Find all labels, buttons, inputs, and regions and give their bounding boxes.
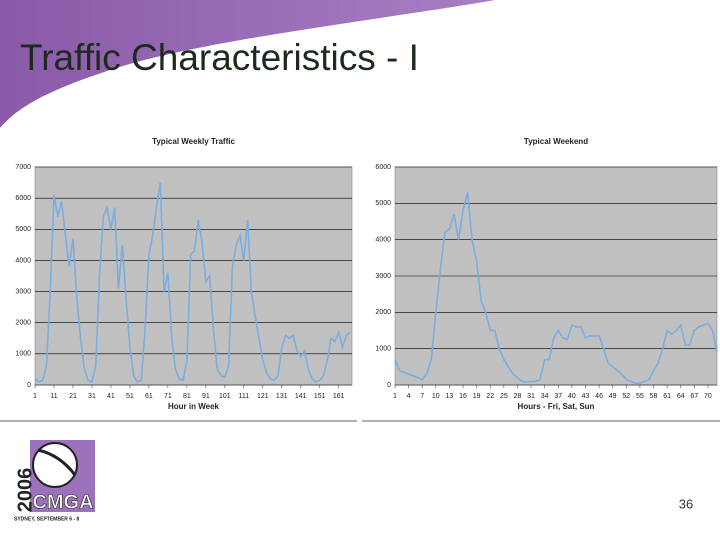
x-tick-label: 131 xyxy=(276,393,288,400)
x-tick-label: 55 xyxy=(636,393,644,400)
y-tick-label: 3000 xyxy=(375,273,391,280)
x-tick-label: 58 xyxy=(650,393,658,400)
logo-tagline: SYDNEY, SEPTEMBER 6 - 8 xyxy=(14,516,80,522)
y-tick-label: 5000 xyxy=(375,200,391,207)
y-tick-label: 3000 xyxy=(15,288,31,295)
page-number: 36 xyxy=(679,496,693,511)
logo-name: CMGA xyxy=(32,491,93,513)
x-tick-label: 121 xyxy=(257,393,269,400)
y-tick-label: 2000 xyxy=(375,309,391,316)
y-tick-label: 7000 xyxy=(15,164,31,171)
x-tick-label: 151 xyxy=(314,393,326,400)
x-tick-label: 22 xyxy=(486,393,494,400)
x-tick-label: 19 xyxy=(473,393,481,400)
x-tick-label: 7 xyxy=(420,393,424,400)
x-tick-label: 49 xyxy=(609,393,617,400)
x-tick-label: 67 xyxy=(690,393,698,400)
x-tick-label: 111 xyxy=(238,393,249,400)
swoosh xyxy=(0,0,495,128)
x-tick-label: 61 xyxy=(145,393,153,400)
x-tick-label: 1 xyxy=(33,393,37,400)
data-line xyxy=(34,182,351,384)
logo-year: 2006 xyxy=(14,468,36,513)
x-tick-label: 25 xyxy=(500,393,508,400)
y-tick-label: 5000 xyxy=(15,226,31,233)
logo-circle xyxy=(32,442,78,488)
x-tick-label: 10 xyxy=(432,393,440,400)
y-tick-label: 0 xyxy=(387,382,391,389)
x-tick-label: 1 xyxy=(393,393,397,400)
slide-title: Traffic Characteristics - I xyxy=(20,37,419,78)
x-tick-label: 21 xyxy=(69,393,77,400)
y-tick-label: 1000 xyxy=(15,351,31,358)
x-tick-label: 64 xyxy=(677,393,685,400)
y-tick-label: 6000 xyxy=(15,195,31,202)
x-tick-label: 101 xyxy=(219,393,231,400)
logo: 2006 CMGA SYDNEY, SEPTEMBER 6 - 8 xyxy=(14,440,95,522)
x-tick-label: 71 xyxy=(164,393,172,400)
x-axis-label: Hours - Fri, Sat, Sun xyxy=(518,402,595,411)
x-tick-label: 161 xyxy=(333,393,345,400)
y-tick-label: 0 xyxy=(27,382,31,389)
x-tick-label: 11 xyxy=(50,393,57,400)
x-tick-label: 141 xyxy=(295,393,307,400)
x-tick-label: 31 xyxy=(88,393,96,400)
chart-title: Typical Weekly Traffic xyxy=(152,137,235,146)
logo-arc xyxy=(37,448,77,476)
y-tick-label: 1000 xyxy=(375,346,391,353)
x-axis-label: Hour in Week xyxy=(168,402,220,411)
x-tick-label: 37 xyxy=(554,393,562,400)
plot-area xyxy=(34,166,353,386)
x-tick-label: 41 xyxy=(107,393,115,400)
x-tick-label: 61 xyxy=(663,393,671,400)
x-tick-label: 34 xyxy=(541,393,549,400)
x-tick-label: 4 xyxy=(407,393,411,400)
x-tick-label: 43 xyxy=(582,393,590,400)
chart-title: Typical Weekend xyxy=(524,137,588,146)
x-tick-label: 46 xyxy=(595,393,603,400)
x-tick-label: 40 xyxy=(568,393,576,400)
x-tick-label: 13 xyxy=(446,393,454,400)
y-tick-label: 2000 xyxy=(15,320,31,327)
x-tick-label: 51 xyxy=(126,393,134,400)
x-tick-label: 70 xyxy=(704,393,712,400)
data-line xyxy=(394,192,718,385)
x-tick-label: 81 xyxy=(183,393,191,400)
x-tick-label: 52 xyxy=(622,393,630,400)
x-tick-label: 31 xyxy=(527,393,535,400)
y-tick-label: 4000 xyxy=(375,237,391,244)
x-tick-label: 91 xyxy=(202,393,210,400)
x-tick-label: 16 xyxy=(459,393,467,400)
x-tick-label: 28 xyxy=(514,393,522,400)
y-tick-label: 6000 xyxy=(375,164,391,171)
y-tick-label: 4000 xyxy=(15,257,31,264)
